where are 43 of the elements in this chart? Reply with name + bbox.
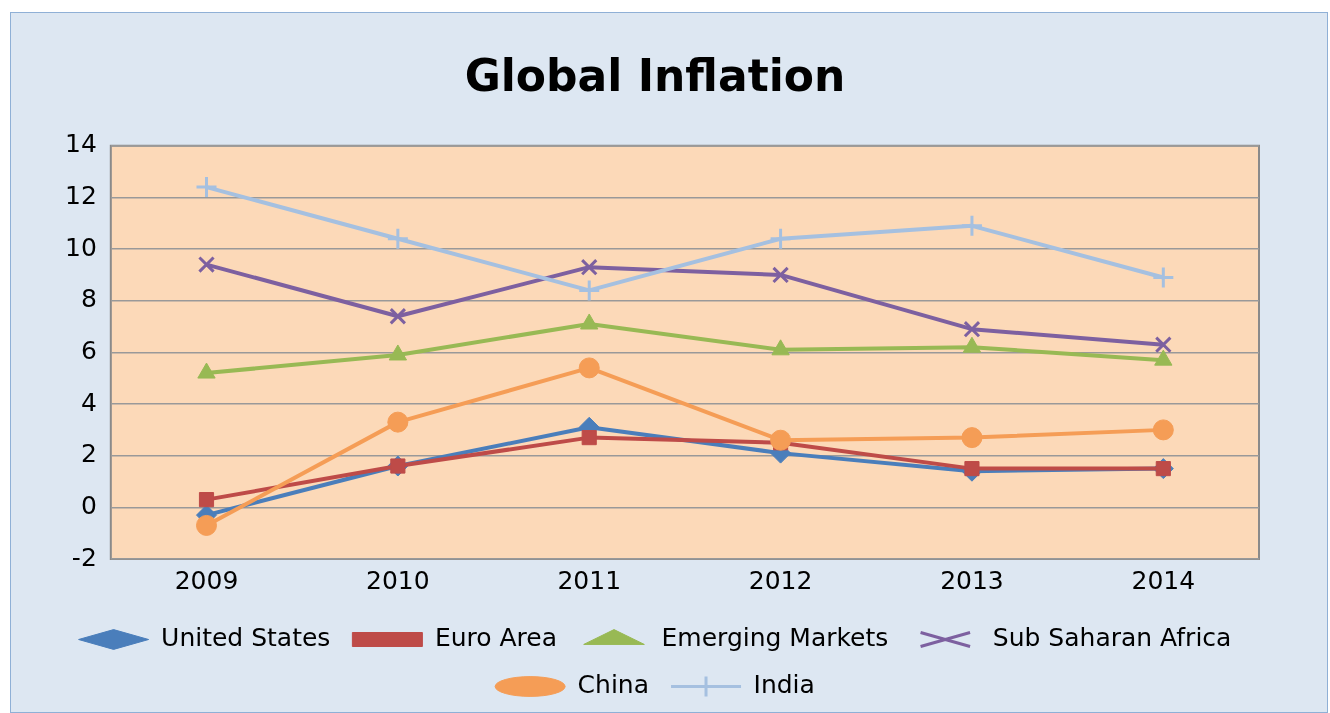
point	[197, 256, 216, 274]
point	[1151, 266, 1175, 290]
point	[964, 461, 980, 477]
legend-label: China	[577, 670, 650, 699]
point	[769, 227, 793, 251]
point	[577, 278, 601, 302]
y-tick-label: -2	[71, 542, 97, 572]
x-tick-label: 2012	[748, 565, 813, 595]
x-tick-label: 2011	[557, 565, 622, 595]
x-tick-label: 2014	[1131, 565, 1196, 595]
x-tick-label: 2009	[174, 565, 239, 595]
y-tick-label: 12	[65, 180, 97, 210]
point	[963, 320, 981, 338]
point	[389, 307, 407, 325]
y-tick-label: 6	[80, 335, 97, 365]
y-tick-label: 10	[65, 232, 97, 262]
x-tick-label: 2010	[366, 565, 430, 595]
point	[1152, 419, 1174, 441]
y-tick-label: 4	[80, 387, 97, 417]
point	[578, 357, 600, 379]
y-tick-label: 0	[80, 490, 97, 520]
legend-label: Emerging Markets	[661, 623, 889, 652]
legend-label: United States	[161, 623, 331, 652]
chart-title: Global Inflation	[464, 49, 846, 101]
point	[1154, 336, 1172, 354]
point	[386, 227, 410, 251]
legend-label: India	[753, 670, 815, 699]
legend-label: Euro Area	[434, 623, 558, 652]
point	[194, 175, 218, 199]
x-tick-label: 2013	[940, 565, 1004, 595]
point	[580, 258, 598, 276]
point	[198, 492, 215, 508]
point	[960, 214, 984, 238]
point	[581, 430, 597, 446]
y-tick-label: 14	[65, 129, 97, 159]
point	[772, 266, 790, 284]
point	[770, 429, 792, 451]
point	[387, 411, 409, 433]
point	[961, 427, 983, 449]
point	[195, 514, 217, 536]
y-tick-label: 8	[80, 284, 97, 314]
y-tick-label: 2	[80, 439, 97, 469]
legend-label: Sub Saharan Africa	[992, 623, 1232, 652]
